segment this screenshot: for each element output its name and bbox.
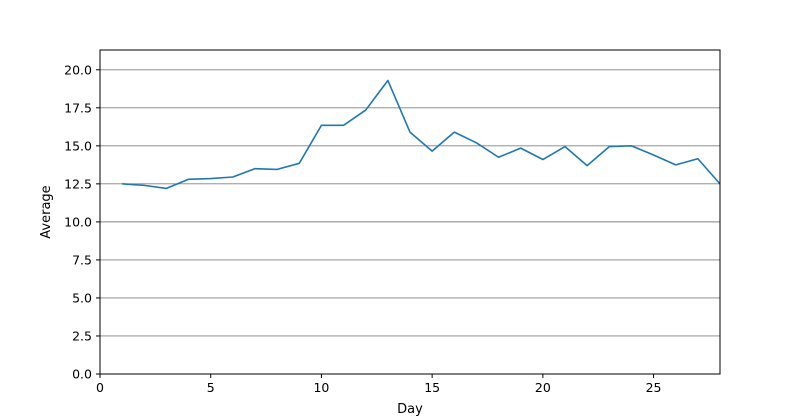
y-tick-label-5: 12.5 — [64, 176, 92, 191]
y-tick-label-8: 20.0 — [64, 62, 92, 77]
plot-frame — [99, 49, 721, 375]
y-axis-label: Average — [39, 185, 54, 238]
x-tick-label-5: 25 — [646, 380, 662, 395]
y-axis-ticks: 0.0 2.5 5.0 7.5 10.0 12.5 15.0 17.5 20.0 — [64, 62, 100, 382]
x-tick-label-2: 10 — [313, 380, 329, 395]
y-tick-label-7: 17.5 — [64, 100, 92, 115]
y-tick-label-3: 7.5 — [72, 252, 92, 267]
x-axis-label: Day — [397, 402, 423, 417]
y-tick-label-2: 5.0 — [72, 290, 92, 305]
series-layer — [122, 79, 721, 190]
x-tick-label-0: 0 — [96, 380, 104, 395]
x-tick-label-3: 15 — [424, 380, 440, 395]
y-tick-label-4: 10.0 — [64, 214, 92, 229]
x-axis-ticks: 0 5 10 15 20 25 — [96, 374, 662, 395]
x-tick-label-1: 5 — [207, 380, 215, 395]
series-line-0 — [122, 79, 721, 190]
y-tick-label-1: 2.5 — [72, 328, 92, 343]
y-tick-label-6: 15.0 — [64, 138, 92, 153]
grid-lines — [100, 69, 720, 375]
x-tick-label-4: 20 — [535, 380, 551, 395]
y-tick-label-0: 0.0 — [72, 367, 92, 382]
